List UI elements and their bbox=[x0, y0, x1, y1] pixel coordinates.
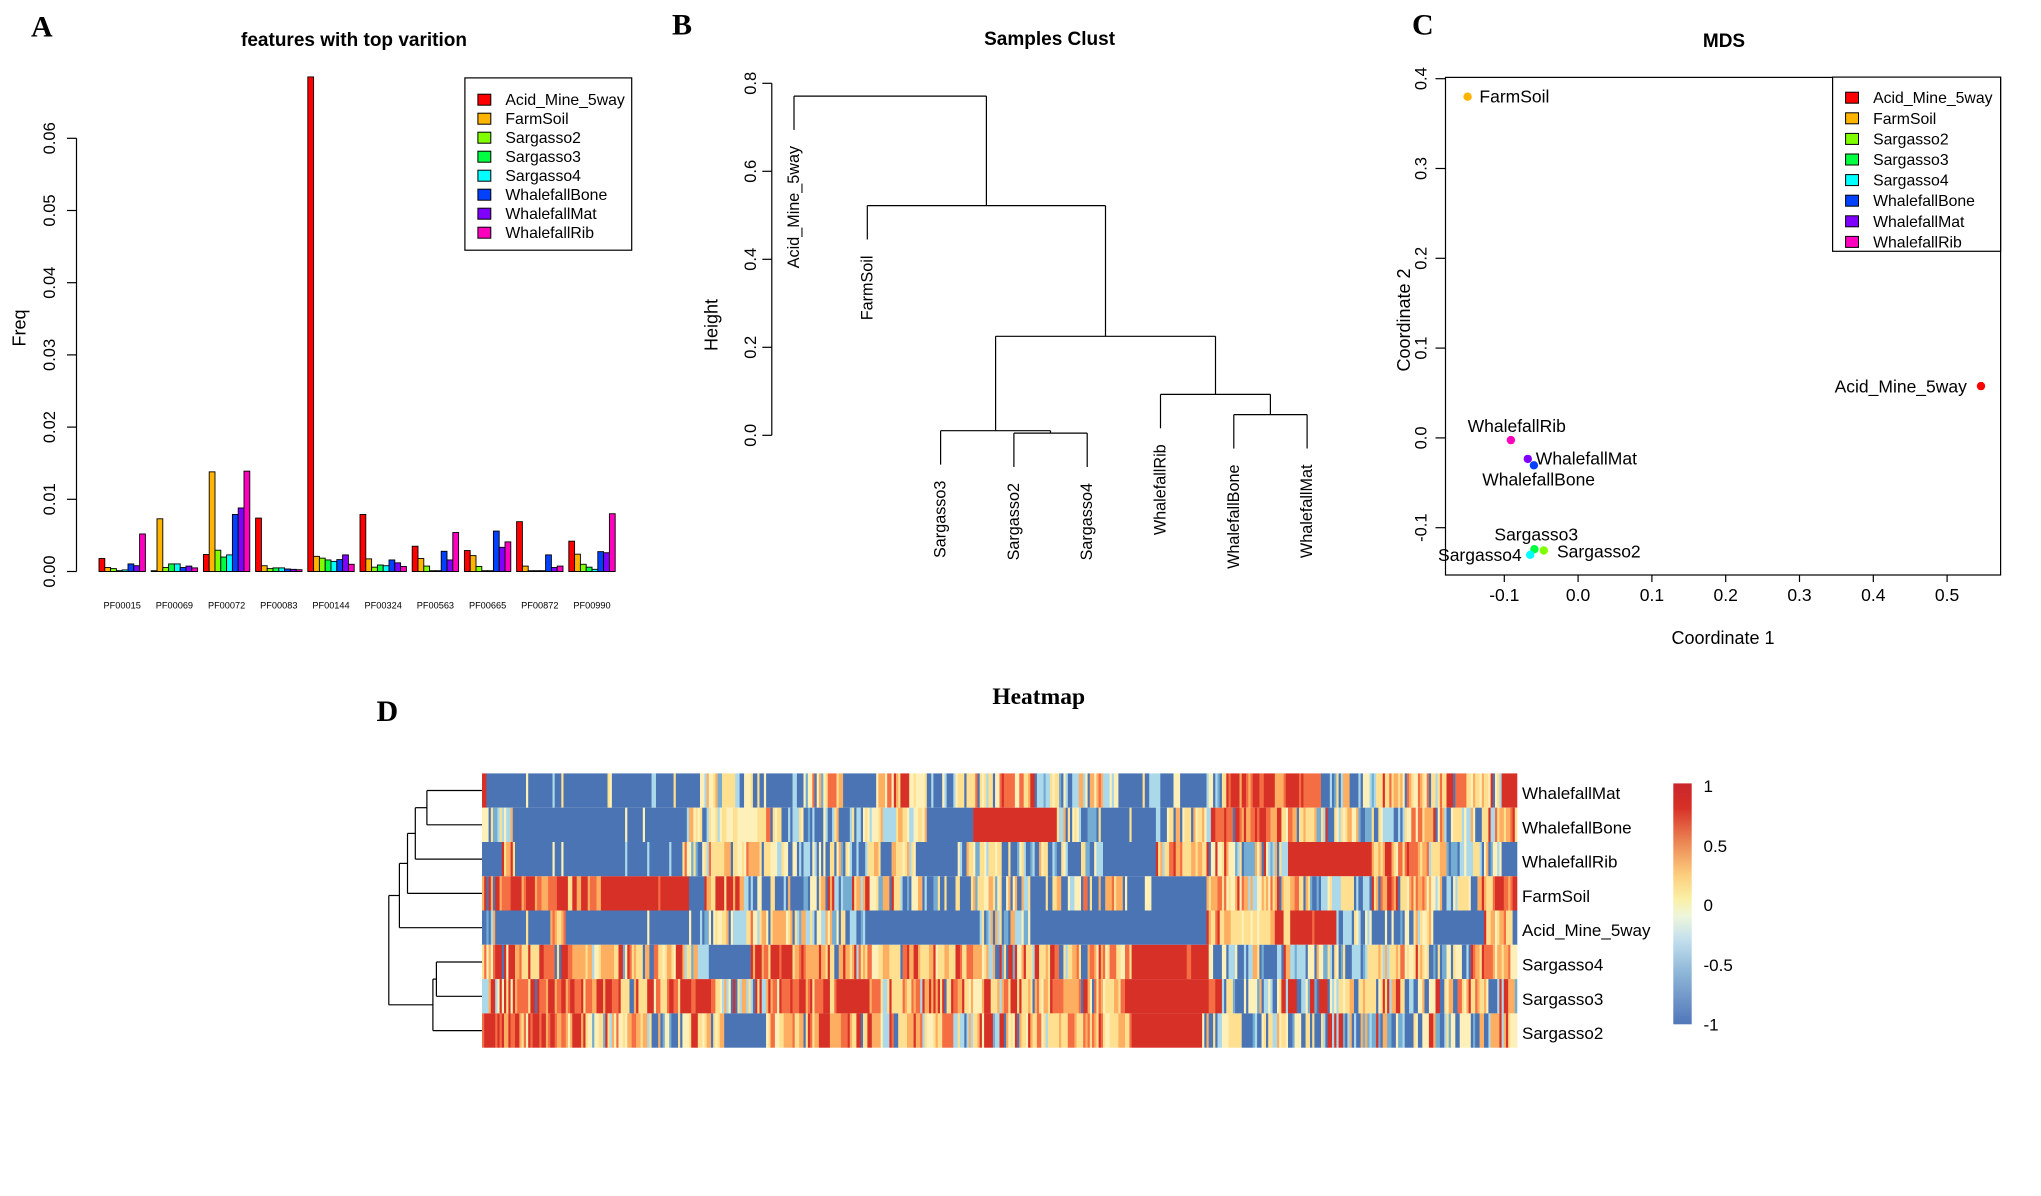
svg-text:0.5: 0.5 bbox=[1935, 585, 1959, 605]
svg-text:Samples Clust: Samples Clust bbox=[984, 29, 1116, 50]
svg-text:Acid_Mine_5way: Acid_Mine_5way bbox=[785, 145, 803, 268]
svg-text:Freq: Freq bbox=[10, 309, 30, 346]
svg-text:Heatmap: Heatmap bbox=[992, 684, 1085, 710]
svg-text:Sargasso3: Sargasso3 bbox=[505, 149, 581, 166]
svg-text:B: B bbox=[672, 9, 692, 42]
svg-text:WhalefallMat: WhalefallMat bbox=[505, 206, 597, 223]
svg-text:PF00083: PF00083 bbox=[260, 601, 297, 611]
svg-text:0.2: 0.2 bbox=[1714, 585, 1738, 605]
svg-text:WhalefallBone: WhalefallBone bbox=[1873, 193, 1975, 210]
svg-text:Coordinate 2: Coordinate 2 bbox=[1394, 268, 1414, 371]
svg-text:0.6: 0.6 bbox=[742, 160, 760, 183]
svg-text:Sargasso4: Sargasso4 bbox=[1078, 483, 1096, 560]
svg-text:PF00144: PF00144 bbox=[312, 601, 349, 611]
svg-text:PF00324: PF00324 bbox=[365, 601, 402, 611]
svg-text:PF00872: PF00872 bbox=[521, 601, 558, 611]
svg-text:Sargasso2: Sargasso2 bbox=[505, 130, 581, 147]
svg-text:WhalefallMat: WhalefallMat bbox=[1298, 464, 1316, 558]
svg-text:Sargasso4: Sargasso4 bbox=[505, 168, 581, 185]
svg-text:WhalefallMat: WhalefallMat bbox=[1873, 214, 1965, 231]
svg-text:Sargasso2: Sargasso2 bbox=[1873, 131, 1949, 148]
svg-text:0.0: 0.0 bbox=[1413, 426, 1431, 449]
svg-text:Sargasso3: Sargasso3 bbox=[932, 481, 950, 558]
svg-text:WhalefallBone: WhalefallBone bbox=[1522, 818, 1632, 837]
svg-text:0.5: 0.5 bbox=[1704, 837, 1728, 856]
svg-text:0.02: 0.02 bbox=[41, 411, 59, 443]
svg-text:1: 1 bbox=[1704, 777, 1713, 796]
svg-text:Acid_Mine_5way: Acid_Mine_5way bbox=[1522, 921, 1651, 940]
svg-text:D: D bbox=[377, 695, 399, 728]
svg-text:0.00: 0.00 bbox=[41, 555, 59, 587]
svg-text:Acid_Mine_5way: Acid_Mine_5way bbox=[505, 92, 625, 109]
svg-text:Sargasso3: Sargasso3 bbox=[1522, 990, 1603, 1009]
svg-text:PF00563: PF00563 bbox=[417, 601, 454, 611]
svg-text:Sargasso3: Sargasso3 bbox=[1873, 152, 1949, 169]
svg-text:Sargasso2: Sargasso2 bbox=[1522, 1024, 1603, 1043]
svg-text:Sargasso2: Sargasso2 bbox=[1005, 483, 1023, 560]
svg-text:0.4: 0.4 bbox=[742, 248, 760, 271]
svg-text:WhalefallRib: WhalefallRib bbox=[505, 225, 594, 242]
svg-text:Acid_Mine_5way: Acid_Mine_5way bbox=[1873, 90, 1993, 107]
svg-text:0.06: 0.06 bbox=[41, 122, 59, 154]
svg-text:WhalefallRib: WhalefallRib bbox=[1873, 234, 1962, 251]
svg-text:PF00072: PF00072 bbox=[208, 601, 245, 611]
svg-text:WhalefallRib: WhalefallRib bbox=[1468, 416, 1566, 436]
svg-text:FarmSoil: FarmSoil bbox=[1873, 111, 1936, 128]
svg-text:FarmSoil: FarmSoil bbox=[1479, 86, 1549, 106]
svg-text:-0.5: -0.5 bbox=[1704, 956, 1733, 975]
svg-text:0.8: 0.8 bbox=[742, 72, 760, 95]
svg-text:WhalefallBone: WhalefallBone bbox=[505, 187, 607, 204]
svg-text:features with top varition: features with top varition bbox=[241, 30, 467, 51]
svg-text:Sargasso2: Sargasso2 bbox=[1557, 542, 1641, 562]
svg-text:Height: Height bbox=[702, 299, 722, 351]
svg-text:FarmSoil: FarmSoil bbox=[858, 256, 876, 321]
svg-text:WhalefallMat: WhalefallMat bbox=[1536, 449, 1637, 469]
svg-text:WhalefallRib: WhalefallRib bbox=[1522, 853, 1617, 872]
svg-text:PF00069: PF00069 bbox=[156, 601, 193, 611]
svg-text:WhalefallRib: WhalefallRib bbox=[1152, 444, 1170, 535]
svg-text:0.0: 0.0 bbox=[742, 424, 760, 447]
svg-text:0.4: 0.4 bbox=[1861, 585, 1886, 605]
svg-text:0.1: 0.1 bbox=[1640, 585, 1664, 605]
svg-text:WhalefallBone: WhalefallBone bbox=[1482, 470, 1595, 490]
svg-text:-1: -1 bbox=[1704, 1016, 1719, 1035]
svg-text:A: A bbox=[31, 11, 53, 44]
svg-text:0: 0 bbox=[1704, 896, 1713, 915]
svg-text:Sargasso4: Sargasso4 bbox=[1438, 545, 1522, 565]
svg-text:0.05: 0.05 bbox=[41, 194, 59, 226]
svg-text:PF00665: PF00665 bbox=[469, 601, 506, 611]
svg-text:WhalefallBone: WhalefallBone bbox=[1225, 465, 1243, 569]
svg-text:Sargasso4: Sargasso4 bbox=[1873, 173, 1949, 190]
svg-text:0.03: 0.03 bbox=[41, 339, 59, 371]
svg-text:0.04: 0.04 bbox=[41, 267, 59, 299]
svg-text:FarmSoil: FarmSoil bbox=[1522, 887, 1590, 906]
svg-text:0.2: 0.2 bbox=[1413, 247, 1431, 270]
svg-text:0.4: 0.4 bbox=[1413, 67, 1431, 90]
svg-text:Acid_Mine_5way: Acid_Mine_5way bbox=[1835, 376, 1968, 397]
svg-text:0.1: 0.1 bbox=[1413, 337, 1431, 360]
svg-text:0.0: 0.0 bbox=[1566, 585, 1591, 605]
svg-text:WhalefallMat: WhalefallMat bbox=[1522, 784, 1621, 803]
svg-text:Sargasso3: Sargasso3 bbox=[1494, 525, 1578, 545]
svg-text:-0.1: -0.1 bbox=[1413, 513, 1431, 541]
svg-text:MDS: MDS bbox=[1703, 31, 1745, 52]
svg-text:Coordinate 1: Coordinate 1 bbox=[1671, 628, 1774, 648]
svg-text:FarmSoil: FarmSoil bbox=[505, 111, 568, 128]
svg-text:Sargasso4: Sargasso4 bbox=[1522, 956, 1603, 975]
svg-text:C: C bbox=[1412, 9, 1434, 42]
svg-text:PF00990: PF00990 bbox=[573, 601, 610, 611]
svg-text:PF00015: PF00015 bbox=[104, 601, 141, 611]
svg-text:0.2: 0.2 bbox=[742, 336, 760, 359]
svg-text:0.01: 0.01 bbox=[41, 483, 59, 515]
svg-text:-0.1: -0.1 bbox=[1489, 585, 1519, 605]
svg-text:0.3: 0.3 bbox=[1787, 585, 1811, 605]
svg-text:0.3: 0.3 bbox=[1413, 157, 1431, 180]
